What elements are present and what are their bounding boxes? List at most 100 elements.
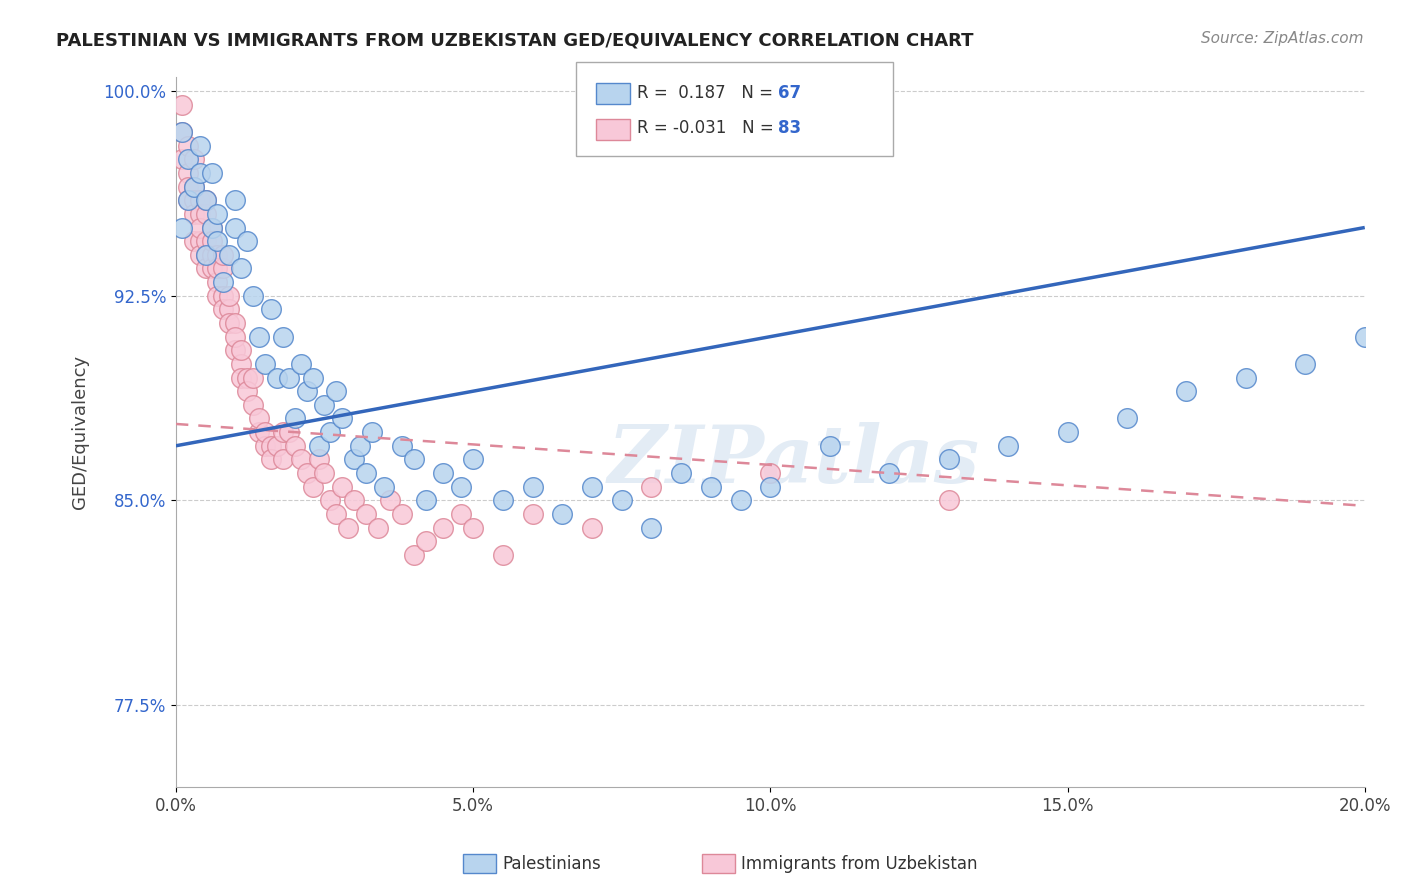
- Point: [183, 153, 205, 167]
- Point: [212, 261, 235, 276]
- Point: [301, 370, 323, 384]
- Point: [450, 480, 472, 494]
- Point: [1116, 411, 1139, 425]
- Point: [581, 480, 603, 494]
- Point: [188, 207, 211, 221]
- Point: [194, 261, 217, 276]
- Point: [260, 452, 283, 467]
- Point: [402, 452, 425, 467]
- Point: [183, 193, 205, 207]
- Point: [343, 452, 366, 467]
- Point: [224, 193, 246, 207]
- Point: [354, 507, 377, 521]
- Point: [207, 207, 229, 221]
- Point: [170, 97, 193, 112]
- Point: [700, 480, 723, 494]
- Point: [640, 521, 662, 535]
- Point: [730, 493, 752, 508]
- Point: [224, 329, 246, 343]
- Point: [492, 548, 515, 562]
- Point: [170, 153, 193, 167]
- Text: Immigrants from Uzbekistan: Immigrants from Uzbekistan: [741, 855, 977, 873]
- Point: [277, 370, 299, 384]
- Point: [1175, 384, 1198, 399]
- Point: [361, 425, 384, 439]
- Point: [432, 466, 454, 480]
- Point: [277, 425, 299, 439]
- Point: [200, 261, 222, 276]
- Point: [177, 193, 200, 207]
- Point: [188, 138, 211, 153]
- Point: [212, 275, 235, 289]
- Point: [212, 289, 235, 303]
- Text: Palestinians: Palestinians: [502, 855, 600, 873]
- Point: [188, 234, 211, 248]
- Point: [224, 343, 246, 358]
- Point: [194, 234, 217, 248]
- Point: [207, 234, 229, 248]
- Point: [224, 220, 246, 235]
- Point: [200, 166, 222, 180]
- Point: [432, 521, 454, 535]
- Point: [330, 411, 353, 425]
- Point: [188, 193, 211, 207]
- Point: [492, 493, 515, 508]
- Point: [177, 166, 200, 180]
- Point: [877, 466, 900, 480]
- Point: [308, 439, 330, 453]
- Point: [938, 452, 960, 467]
- Point: [207, 248, 229, 262]
- Point: [183, 179, 205, 194]
- Point: [194, 193, 217, 207]
- Text: 83: 83: [778, 120, 800, 137]
- Point: [183, 234, 205, 248]
- Point: [200, 234, 222, 248]
- Point: [218, 302, 240, 317]
- Text: Source: ZipAtlas.com: Source: ZipAtlas.com: [1201, 31, 1364, 46]
- Point: [207, 289, 229, 303]
- Point: [669, 466, 692, 480]
- Point: [610, 493, 633, 508]
- Point: [997, 439, 1019, 453]
- Point: [200, 248, 222, 262]
- Point: [236, 370, 259, 384]
- Point: [522, 480, 544, 494]
- Point: [319, 425, 342, 439]
- Point: [177, 179, 200, 194]
- Point: [207, 261, 229, 276]
- Point: [271, 329, 294, 343]
- Point: [260, 439, 283, 453]
- Point: [551, 507, 574, 521]
- Point: [391, 507, 413, 521]
- Point: [188, 248, 211, 262]
- Point: [271, 452, 294, 467]
- Text: R = -0.031   N =: R = -0.031 N =: [637, 120, 779, 137]
- Point: [1056, 425, 1078, 439]
- Point: [212, 248, 235, 262]
- Point: [450, 507, 472, 521]
- Point: [415, 534, 437, 549]
- Point: [349, 439, 371, 453]
- Point: [461, 452, 484, 467]
- Point: [242, 289, 264, 303]
- Point: [1234, 370, 1257, 384]
- Point: [522, 507, 544, 521]
- Point: [266, 439, 288, 453]
- Text: PALESTINIAN VS IMMIGRANTS FROM UZBEKISTAN GED/EQUIVALENCY CORRELATION CHART: PALESTINIAN VS IMMIGRANTS FROM UZBEKISTA…: [56, 31, 974, 49]
- Point: [461, 521, 484, 535]
- Point: [188, 166, 211, 180]
- Point: [253, 439, 276, 453]
- Point: [330, 480, 353, 494]
- Point: [200, 220, 222, 235]
- Point: [231, 343, 253, 358]
- Point: [188, 220, 211, 235]
- Point: [581, 521, 603, 535]
- Point: [231, 357, 253, 371]
- Point: [308, 452, 330, 467]
- Point: [194, 248, 217, 262]
- Point: [343, 493, 366, 508]
- Point: [170, 125, 193, 139]
- Point: [170, 125, 193, 139]
- Text: 67: 67: [778, 84, 800, 102]
- Point: [194, 248, 217, 262]
